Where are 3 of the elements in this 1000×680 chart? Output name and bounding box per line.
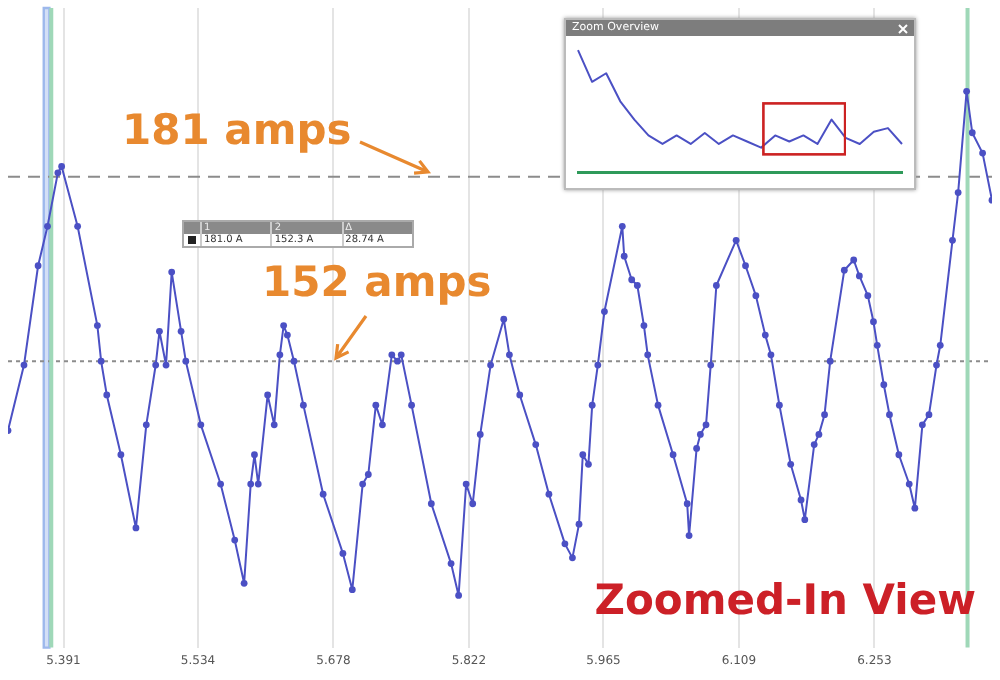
ref-line-label: 181 amps <box>122 105 352 154</box>
ref-line-label: 152 amps <box>262 258 492 307</box>
annotation: Zoomed-In View <box>594 576 976 624</box>
